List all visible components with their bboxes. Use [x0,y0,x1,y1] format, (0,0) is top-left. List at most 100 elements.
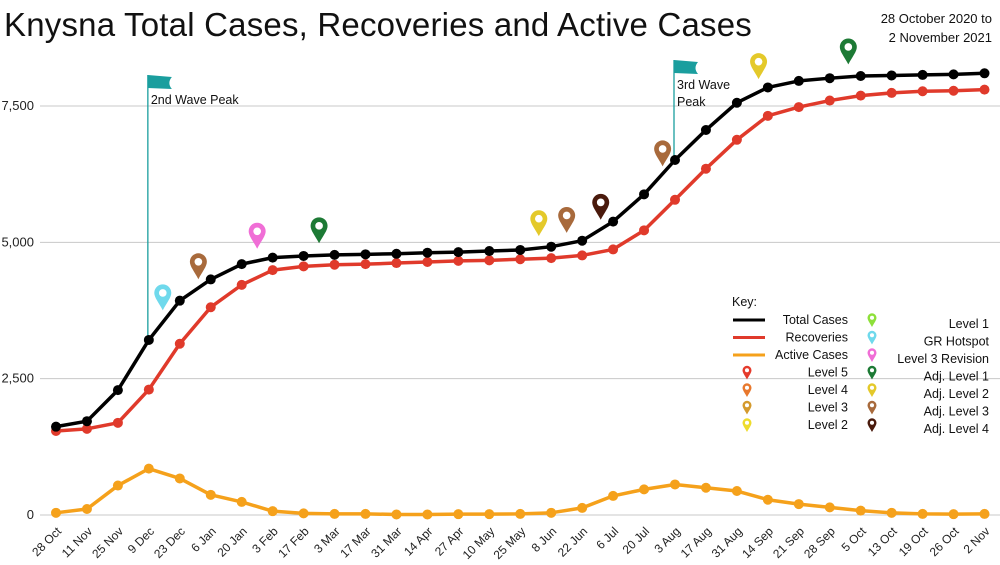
data-point [143,384,154,395]
data-point [360,508,371,519]
data-point [267,265,278,276]
data-point [267,506,278,517]
y-tick-label: 2,500 [1,371,34,386]
x-tick-label: 20 Jul [620,524,653,557]
legend-pin-icon [867,418,877,432]
data-point [762,82,773,93]
legend-label: Level 4 [808,383,848,397]
flag-icon [147,75,172,89]
legend-pin-icon [867,400,877,415]
data-point [360,259,371,270]
x-tick-label: 31 Aug [709,524,745,560]
data-point [112,385,123,396]
x-tick-label: 21 Sep [770,524,807,561]
x-tick-label: 6 Jul [593,524,621,552]
data-point [979,68,990,79]
data-point [298,508,309,519]
x-tick-label: 17 Feb [275,524,312,561]
data-point [917,508,928,519]
data-point [515,508,526,519]
x-tick-label: 19 Oct [896,524,931,559]
chart-title: Knysna Total Cases, Recoveries and Activ… [4,6,753,43]
data-point [700,482,711,493]
x-tick-label: 25 May [491,524,529,562]
data-point [236,259,247,270]
data-point [577,235,588,246]
data-point [608,216,619,227]
data-point [855,505,866,516]
data-point [453,509,464,520]
data-point [515,254,526,265]
data-point [793,102,804,113]
x-tick-label: 28 Oct [29,524,64,559]
wave-peak-label: 2nd Wave Peak [151,93,240,107]
legend-label: Adj. Level 1 [924,370,989,384]
legend-pin-icon [867,330,877,345]
data-point [236,496,247,507]
x-tick-label: 28 Sep [801,524,838,561]
legend-label: Level 3 Revision [897,352,989,366]
data-point [205,489,216,500]
legend-label: Adj. Level 3 [924,405,989,419]
data-point [546,241,557,252]
data-point [515,244,526,255]
data-point [112,417,123,428]
data-point [236,279,247,290]
data-point [700,124,711,135]
x-tick-label: 22 Jun [555,524,590,559]
data-point [484,509,495,520]
x-tick-label: 14 Apr [401,524,435,558]
data-point [886,87,897,98]
data-point [731,134,742,145]
data-point [51,421,61,432]
data-point [453,247,464,258]
x-tick-label: 20 Jan [214,524,249,559]
map-pin-icon [839,38,857,65]
data-point [546,507,557,518]
legend-pin-icon [742,383,752,397]
data-point [824,95,835,106]
legend-label: Level 5 [808,366,848,380]
map-pin-icon [654,140,672,167]
data-point [329,508,340,519]
data-point [546,253,557,264]
data-point [948,69,959,80]
date-range: 28 October 2020 to 2 November 2021 [881,9,992,47]
data-point [174,473,185,484]
data-point [793,75,804,86]
map-pin-icon [189,253,207,280]
data-point [51,507,61,518]
date-range-end: 2 November 2021 [888,30,992,45]
legend-label: Level 3 [808,401,848,415]
legend-pin-icon [867,383,877,397]
y-tick-label: 5,000 [1,234,34,249]
data-point [917,86,928,97]
data-point [329,259,340,270]
data-point [360,249,371,260]
data-point [422,509,433,520]
date-range-start: 28 October 2020 to [880,11,992,26]
data-point [731,97,742,108]
data-point [948,85,959,96]
legend-pin-icon [867,348,877,362]
legend-label: Total Cases [783,313,848,327]
data-point [391,509,402,520]
data-point [762,494,773,505]
data-point [731,486,742,497]
legend-label: Active Cases [775,348,848,362]
data-point [639,225,650,236]
legend-pin-icon [867,365,877,380]
data-point [391,258,402,269]
legend-pin-icon [867,313,877,327]
legend-label: Adj. Level 4 [924,422,989,436]
data-point [298,261,309,272]
data-point [143,334,154,345]
data-point [577,250,588,261]
map-pin-icon [248,222,266,249]
data-point [298,250,309,261]
data-point [205,302,216,313]
x-tick-label: 26 Oct [927,524,962,559]
x-tick-label: 14 Sep [739,524,776,561]
data-point [81,416,92,427]
data-point [577,502,588,513]
